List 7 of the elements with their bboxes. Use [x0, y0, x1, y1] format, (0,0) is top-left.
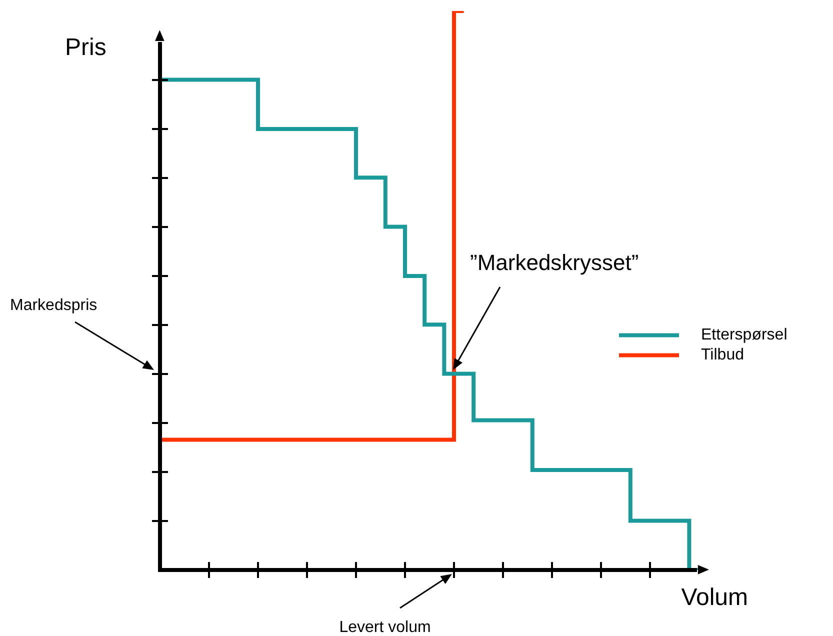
- text: Levert volum: [339, 619, 431, 636]
- annotation: ”Markedskrysset”: [470, 250, 639, 275]
- text: Markedspris: [10, 297, 98, 314]
- x-axis-title: Volum: [681, 584, 748, 611]
- legend-label: Tilbud: [701, 346, 744, 364]
- y-axis-title: Pris: [65, 34, 106, 61]
- legend-label: Etterspørsel: [701, 326, 788, 344]
